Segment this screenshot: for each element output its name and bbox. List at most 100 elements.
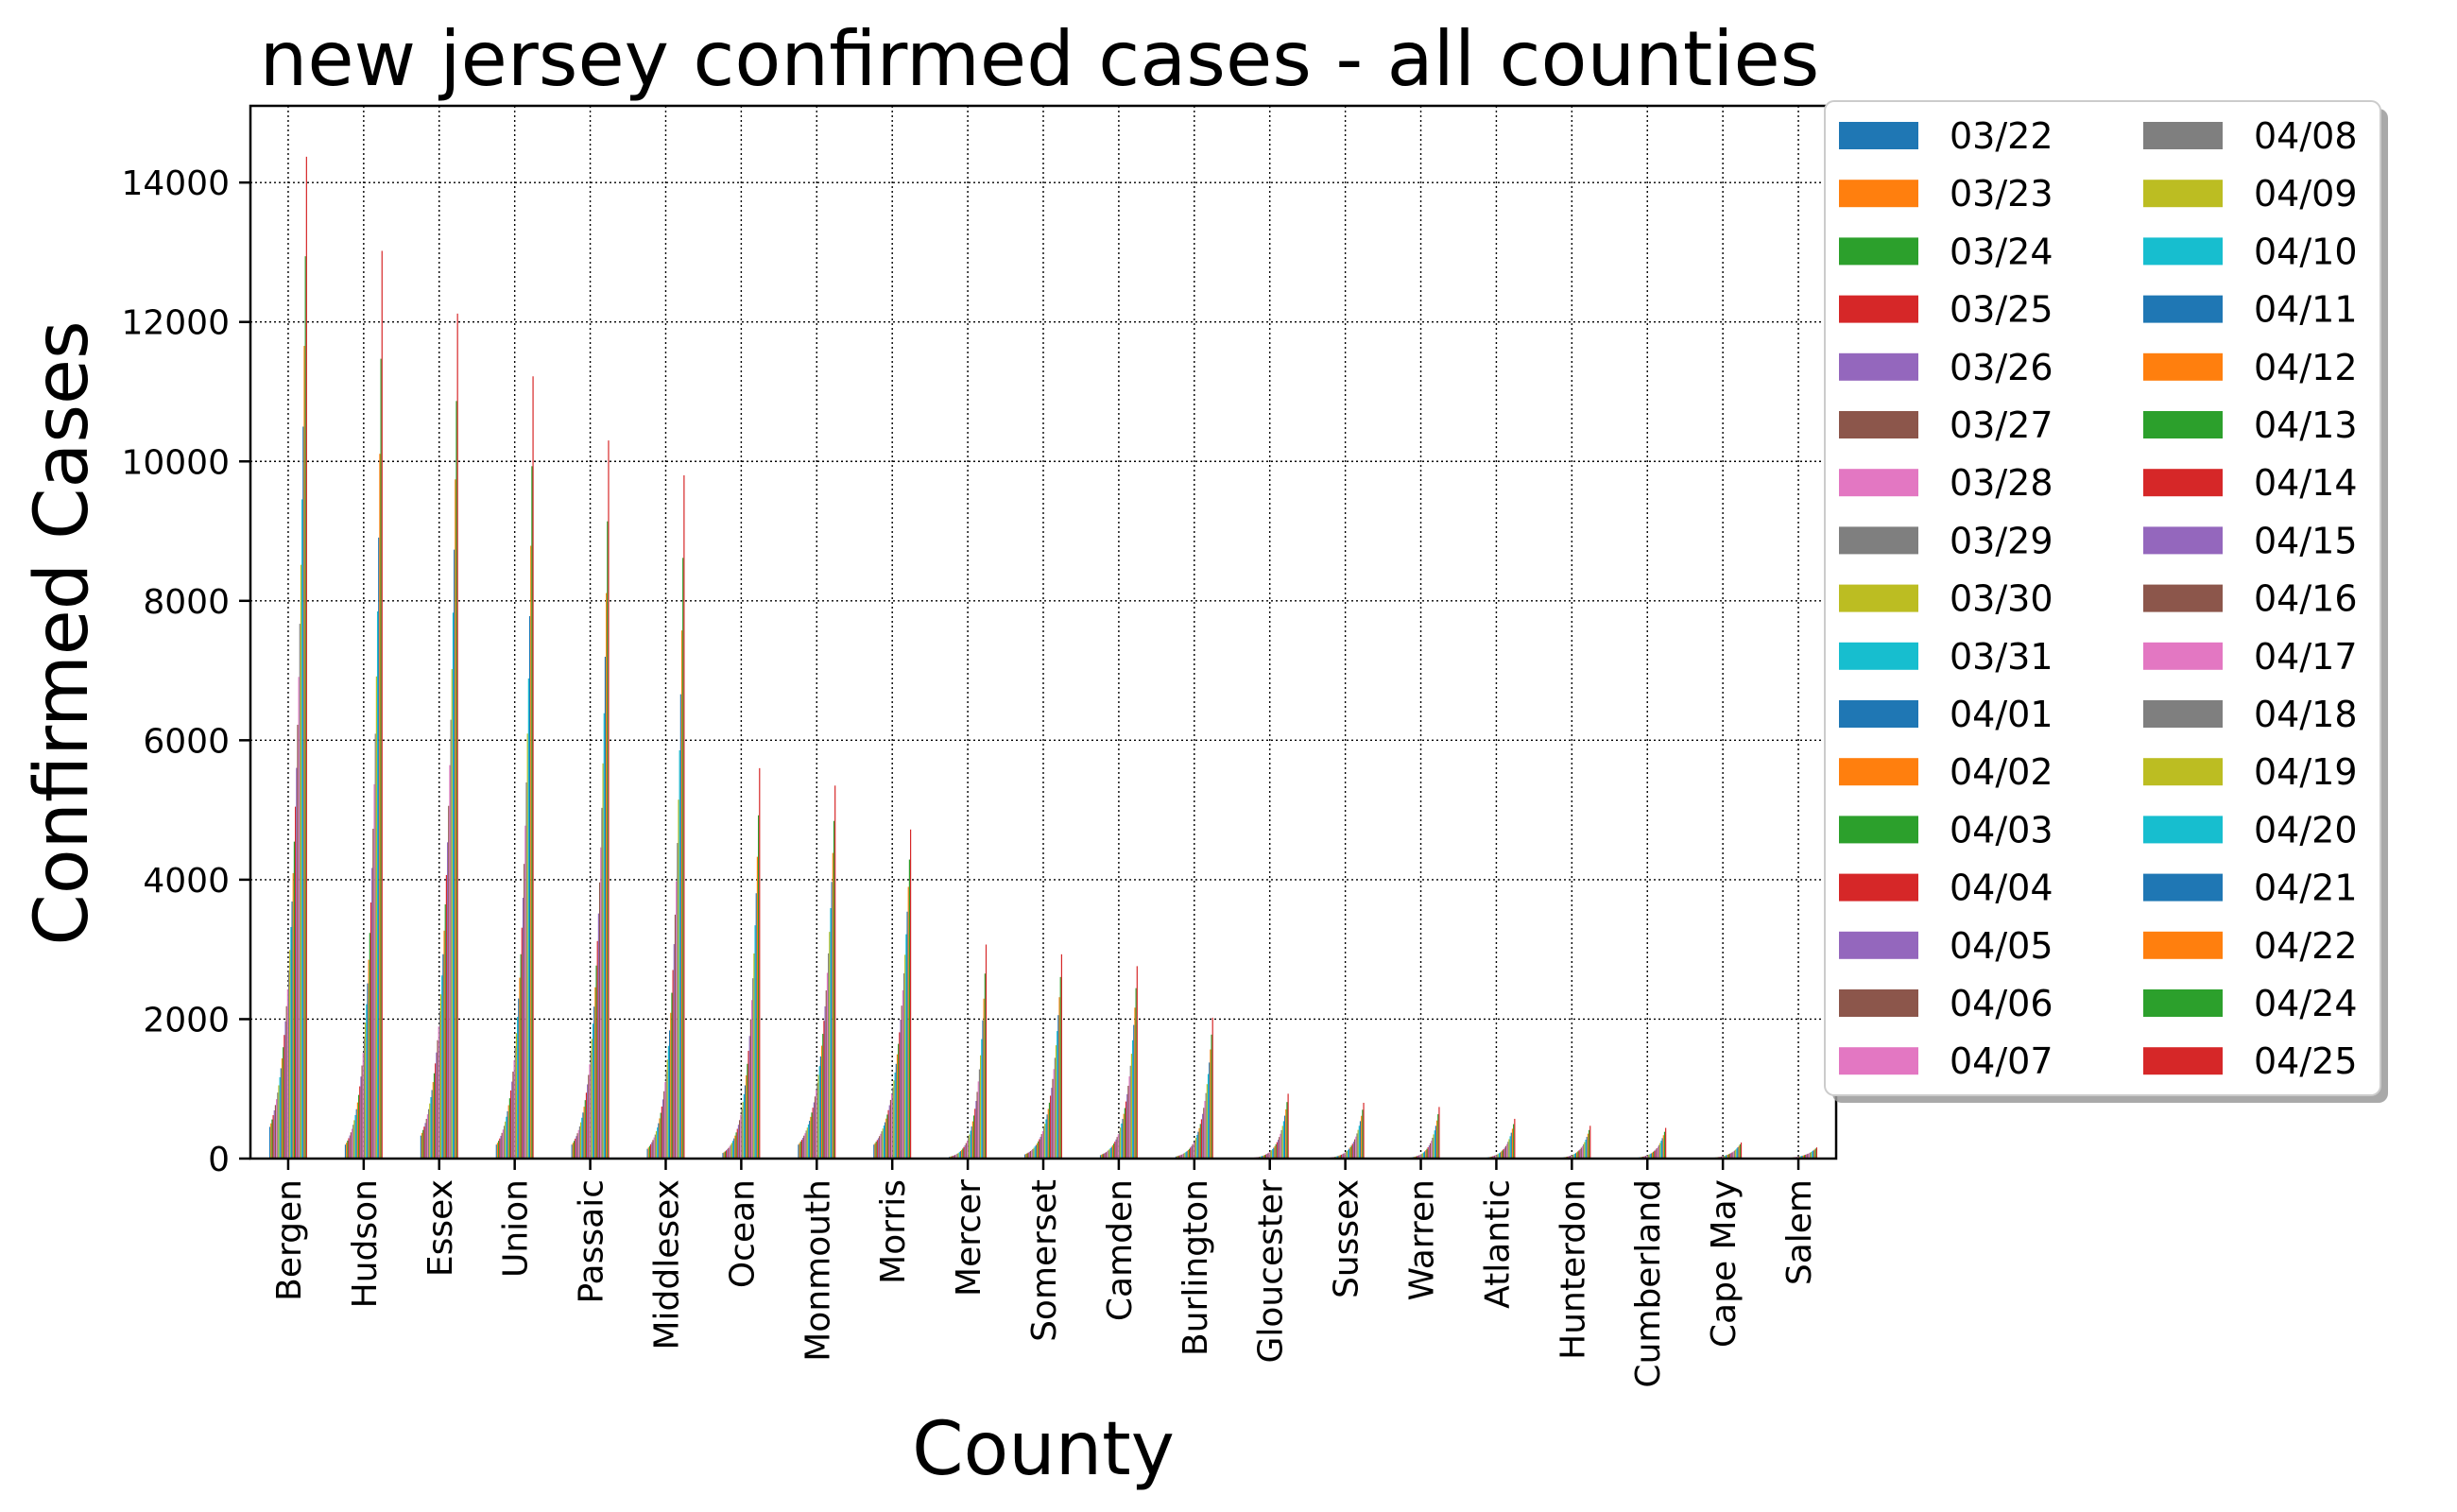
bar-somerset-04-08 <box>1043 1127 1045 1159</box>
bar-passaic-04-11 <box>593 1006 595 1159</box>
bar-ocean-04-01 <box>733 1138 735 1159</box>
bar-ocean-04-24 <box>758 815 760 1159</box>
legend-swatch <box>2143 526 2223 555</box>
bar-union-04-02 <box>507 1105 509 1159</box>
bar-camden-04-18 <box>1129 1065 1131 1159</box>
bar-somerset-03-31 <box>1034 1146 1036 1159</box>
bar-union-04-22 <box>530 545 532 1159</box>
bar-cape-may-04-12 <box>1727 1154 1729 1159</box>
bar-warren-04-22 <box>1435 1120 1438 1159</box>
chart-title: new jersey confirmed cases - all countie… <box>260 15 1820 103</box>
bar-salem-04-22 <box>1813 1149 1815 1159</box>
bar-somerset-04-10 <box>1045 1119 1047 1159</box>
x-tick-label: Salem <box>1780 1179 1819 1285</box>
bar-bergen-04-09 <box>289 950 291 1159</box>
legend-swatch <box>1839 700 1918 728</box>
bar-ocean-04-03 <box>735 1132 737 1159</box>
legend-label: 04/06 <box>1950 983 2053 1024</box>
bar-gloucester-04-08 <box>1269 1151 1271 1159</box>
bar-cumberland-04-21 <box>1661 1138 1663 1159</box>
bar-morris-03-26 <box>877 1138 880 1159</box>
bar-essex-03-24 <box>422 1129 424 1159</box>
bar-hudson-04-05 <box>360 1076 362 1159</box>
bar-camden-04-16 <box>1127 1085 1129 1159</box>
bar-gloucester-04-18 <box>1280 1129 1282 1159</box>
bar-atlantic-04-13 <box>1502 1150 1503 1159</box>
x-tick-label: Mercer <box>950 1179 988 1297</box>
bar-essex-04-14 <box>445 874 448 1159</box>
bar-gloucester-04-20 <box>1282 1121 1285 1159</box>
bar-burlington-04-13 <box>1199 1124 1201 1159</box>
bar-essex-03-30 <box>429 1103 431 1159</box>
bar-monmouth-04-21 <box>831 882 833 1159</box>
x-tick-label: Ocean <box>723 1179 762 1288</box>
bar-mercer-04-12 <box>971 1121 973 1159</box>
bar-passaic-03-30 <box>579 1122 582 1159</box>
y-tick-label: 4000 <box>143 862 230 901</box>
bar-hudson-04-10 <box>366 1004 368 1159</box>
x-tick-label: Hunterdon <box>1554 1179 1592 1360</box>
bar-camden-03-23 <box>1101 1154 1103 1159</box>
bar-monmouth-03-24 <box>799 1141 801 1159</box>
bar-essex-04-07 <box>438 1026 439 1159</box>
bar-camden-04-17 <box>1128 1076 1130 1159</box>
bar-union-03-23 <box>496 1143 499 1159</box>
bar-union-03-25 <box>499 1138 501 1159</box>
bar-essex-04-10 <box>441 975 443 1159</box>
bar-passaic-03-25 <box>575 1138 576 1159</box>
bar-hudson-04-03 <box>357 1094 360 1159</box>
legend-swatch <box>2143 989 2223 1017</box>
bar-monmouth-04-10 <box>818 1066 820 1159</box>
legend-swatch <box>2143 642 2223 670</box>
bar-passaic-04-03 <box>584 1100 586 1159</box>
bar-bergen-04-08 <box>287 971 290 1159</box>
bar-hunterdon-04-07 <box>1571 1155 1572 1159</box>
bar-monmouth-04-15 <box>824 1005 826 1159</box>
legend-swatch <box>1839 122 1918 149</box>
legend-label: 04/05 <box>1950 925 2053 967</box>
bar-atlantic-04-20 <box>1509 1136 1511 1159</box>
bar-morris-03-27 <box>879 1136 881 1159</box>
bar-essex-04-25 <box>456 313 458 1159</box>
legend-swatch <box>1839 469 1918 497</box>
bar-ocean-04-14 <box>747 1050 749 1159</box>
bar-gloucester-04-06 <box>1267 1153 1269 1159</box>
bar-monmouth-04-25 <box>834 785 836 1159</box>
bar-middlesex-04-03 <box>660 1112 662 1159</box>
bar-passaic-04-14 <box>596 940 598 1159</box>
bar-camden-04-01 <box>1110 1146 1112 1159</box>
bar-middlesex-04-25 <box>683 475 685 1160</box>
bar-middlesex-04-20 <box>679 749 680 1159</box>
bar-burlington-04-19 <box>1206 1084 1208 1159</box>
x-tick-label: Burlington <box>1177 1179 1215 1356</box>
bar-mercer-04-11 <box>971 1125 972 1159</box>
bar-union-04-20 <box>527 678 529 1159</box>
bar-union-03-24 <box>498 1141 500 1159</box>
bar-sussex-04-14 <box>1351 1143 1353 1159</box>
bar-ocean-04-22 <box>756 856 759 1159</box>
bar-ocean-04-10 <box>743 1093 745 1159</box>
bar-ocean-04-17 <box>750 1000 753 1159</box>
bar-somerset-04-19 <box>1055 1045 1057 1159</box>
bar-sussex-04-22 <box>1361 1115 1363 1159</box>
bar-cumberland-04-14 <box>1654 1150 1656 1159</box>
bar-bergen-04-11 <box>291 901 293 1159</box>
bar-mercer-04-22 <box>983 998 985 1159</box>
bar-cape-may-04-19 <box>1735 1149 1737 1159</box>
bar-monmouth-04-06 <box>814 1096 816 1159</box>
bar-somerset-04-11 <box>1046 1114 1048 1159</box>
legend-label: 04/04 <box>1950 868 2053 909</box>
bar-salem-04-15 <box>1806 1154 1808 1159</box>
bar-cumberland-04-24 <box>1663 1131 1666 1159</box>
bar-union-04-21 <box>528 616 531 1159</box>
bar-warren-04-16 <box>1429 1143 1432 1159</box>
bar-atlantic-04-11 <box>1499 1152 1502 1159</box>
legend-swatch <box>2143 122 2223 149</box>
legend-label: 04/13 <box>2254 404 2358 446</box>
bar-passaic-04-05 <box>587 1084 589 1159</box>
bar-cumberland-04-15 <box>1655 1149 1657 1159</box>
bar-essex-03-27 <box>425 1118 427 1159</box>
bar-warren-04-06 <box>1418 1155 1420 1159</box>
bar-hudson-04-24 <box>380 358 382 1159</box>
bar-hudson-04-21 <box>378 537 380 1159</box>
